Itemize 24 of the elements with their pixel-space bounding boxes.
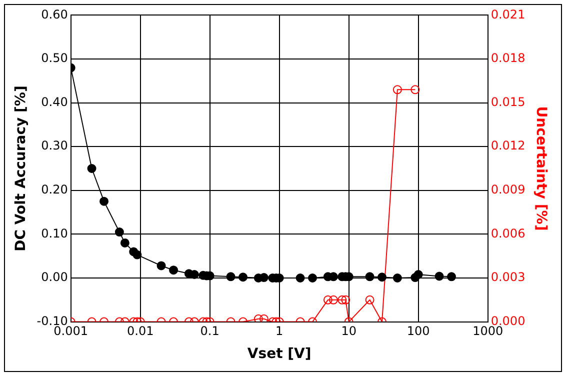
- y2-tick-label: 0.009: [490, 182, 526, 197]
- y-tick-label: 0.00: [41, 270, 68, 284]
- y-tick-label: 0.60: [41, 7, 68, 22]
- y-tick-label: 0.40: [41, 94, 68, 109]
- x-tick-label: 1: [276, 324, 284, 338]
- y2-tick-label: 0.021: [490, 7, 526, 22]
- y2-tick-label: 0.012: [490, 138, 526, 153]
- x-tick-label: 0.1: [200, 324, 220, 338]
- y2-axis-title: Uncertainty [%]: [532, 106, 549, 231]
- y2-tick-label: 0.006: [490, 226, 526, 240]
- x-axis-title: Vset [V]: [247, 346, 312, 362]
- x-tick-label: 1000: [472, 324, 504, 338]
- y2-tick-label: 0.003: [490, 270, 526, 284]
- y-axis-title: DC Volt Accuracy [%]: [13, 86, 30, 252]
- x-tick-label: 10: [341, 324, 356, 338]
- y-tick-label: 0.10: [41, 226, 68, 240]
- x-tick-label: 0.001: [54, 324, 88, 338]
- y-tick-label: 0.20: [41, 182, 68, 197]
- y2-tick-label: 0.018: [490, 51, 526, 66]
- x-tick-label: 100: [406, 324, 430, 338]
- y-tick-label: 0.30: [41, 138, 68, 153]
- y2-tick-label: 0.015: [490, 94, 526, 109]
- y-tick-label: 0.50: [41, 51, 68, 66]
- x-tick-label: 0.01: [126, 324, 154, 338]
